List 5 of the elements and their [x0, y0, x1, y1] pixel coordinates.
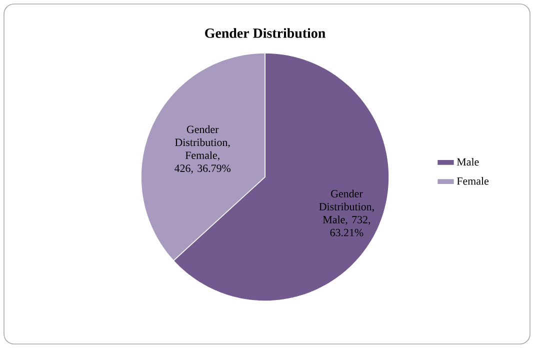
chart-title: Gender Distribution [205, 28, 326, 38]
legend-label: Male [456, 158, 479, 166]
legend-label: Female [456, 177, 489, 185]
data-label: Gender Distribution, Female, 426, 36.79% [174, 125, 231, 174]
data-label: Gender Distribution, Male, 732, 63.21% [319, 190, 374, 236]
